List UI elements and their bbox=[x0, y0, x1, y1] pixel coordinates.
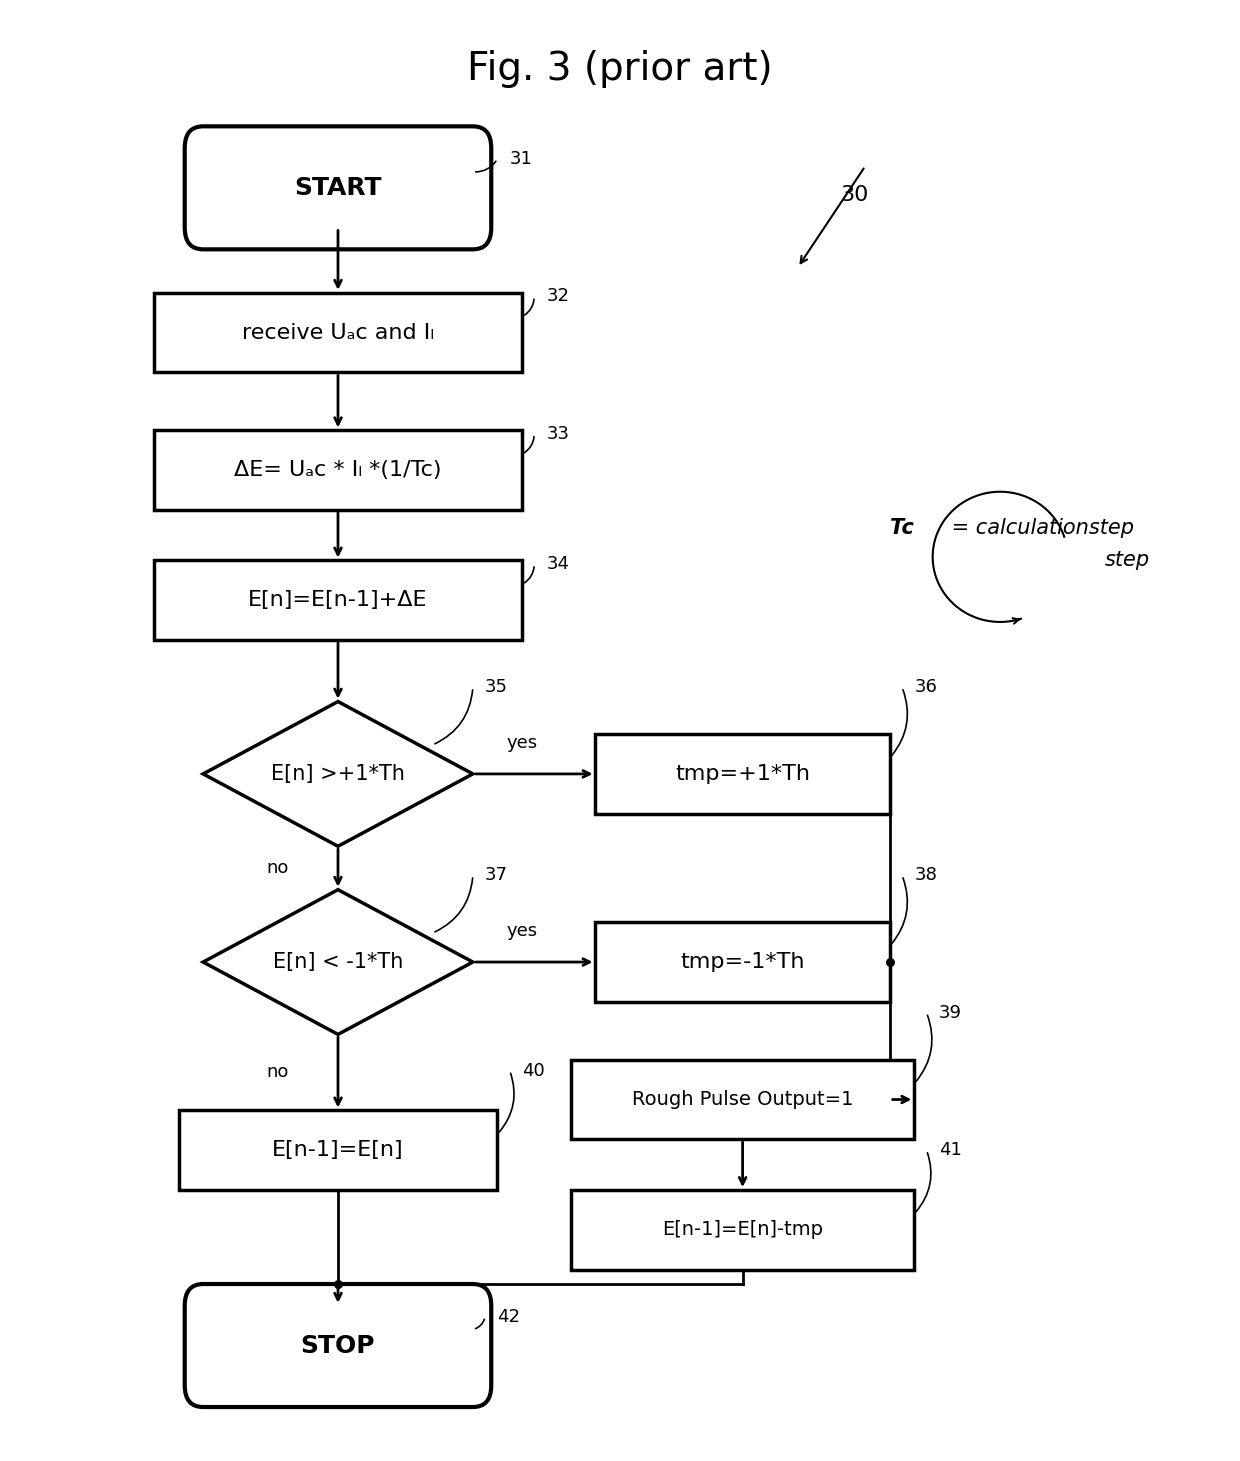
Point bbox=[329, 1273, 348, 1296]
Bar bbox=[154, 292, 522, 373]
Text: 30: 30 bbox=[841, 186, 869, 205]
Bar bbox=[570, 1189, 914, 1270]
Text: E[n]=E[n-1]+ΔE: E[n]=E[n-1]+ΔE bbox=[248, 590, 428, 611]
Bar bbox=[595, 922, 890, 1002]
Text: START: START bbox=[294, 175, 382, 200]
Bar bbox=[595, 733, 890, 814]
Bar bbox=[154, 561, 522, 640]
Text: no: no bbox=[267, 1064, 289, 1081]
FancyBboxPatch shape bbox=[185, 126, 491, 250]
Text: yes: yes bbox=[506, 922, 537, 941]
Bar bbox=[179, 1110, 497, 1189]
Text: 31: 31 bbox=[510, 150, 532, 168]
Point bbox=[880, 950, 900, 973]
Bar bbox=[570, 1059, 914, 1140]
Text: 41: 41 bbox=[939, 1141, 962, 1159]
Text: Rough Pulse Output=1: Rough Pulse Output=1 bbox=[632, 1090, 853, 1109]
Bar bbox=[154, 430, 522, 510]
Text: 33: 33 bbox=[547, 425, 569, 443]
Text: tmp=+1*Th: tmp=+1*Th bbox=[675, 764, 810, 785]
Text: 37: 37 bbox=[485, 866, 508, 884]
Text: 35: 35 bbox=[485, 678, 508, 695]
Text: 39: 39 bbox=[939, 1004, 962, 1021]
Text: step: step bbox=[1105, 549, 1149, 570]
Text: STOP: STOP bbox=[301, 1334, 376, 1357]
Text: 34: 34 bbox=[547, 555, 569, 573]
Polygon shape bbox=[203, 701, 472, 846]
Text: no: no bbox=[267, 859, 289, 877]
Text: Tc: Tc bbox=[890, 517, 914, 538]
Text: E[n] < -1*Th: E[n] < -1*Th bbox=[273, 953, 403, 972]
Text: Fig. 3 (prior art): Fig. 3 (prior art) bbox=[467, 50, 773, 88]
Text: 42: 42 bbox=[497, 1308, 521, 1325]
Text: E[n-1]=E[n]-tmp: E[n-1]=E[n]-tmp bbox=[662, 1220, 823, 1239]
Text: tmp=-1*Th: tmp=-1*Th bbox=[681, 953, 805, 972]
Text: 40: 40 bbox=[522, 1062, 544, 1080]
Text: 32: 32 bbox=[547, 288, 569, 305]
Text: = calculationstep: = calculationstep bbox=[945, 517, 1133, 538]
Text: ΔE= Uₐᴄ * Iₗ *(1/Tc): ΔE= Uₐᴄ * Iₗ *(1/Tc) bbox=[234, 460, 441, 481]
Text: 36: 36 bbox=[914, 678, 937, 695]
Text: 38: 38 bbox=[914, 866, 937, 884]
Text: receive Uₐᴄ and Iₗ: receive Uₐᴄ and Iₗ bbox=[242, 323, 434, 342]
FancyBboxPatch shape bbox=[185, 1284, 491, 1407]
Text: E[n] >+1*Th: E[n] >+1*Th bbox=[272, 764, 405, 785]
Text: E[n-1]=E[n]: E[n-1]=E[n] bbox=[273, 1140, 404, 1160]
Polygon shape bbox=[203, 890, 472, 1034]
Text: yes: yes bbox=[506, 735, 537, 752]
